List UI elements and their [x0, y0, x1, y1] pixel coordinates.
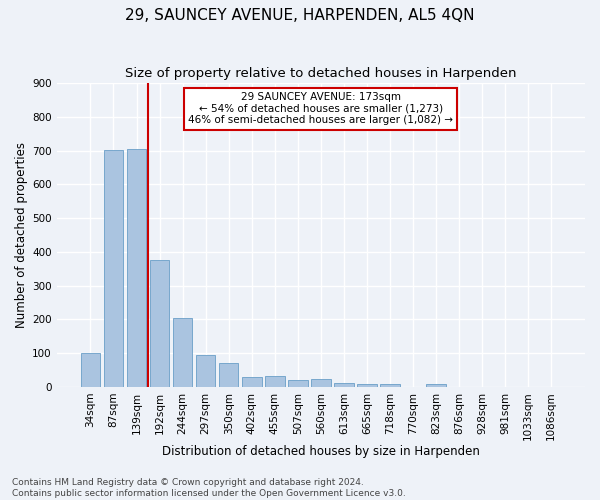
Bar [265, 376, 284, 387]
Text: 29, SAUNCEY AVENUE, HARPENDEN, AL5 4QN: 29, SAUNCEY AVENUE, HARPENDEN, AL5 4QN [125, 8, 475, 22]
Y-axis label: Number of detached properties: Number of detached properties [15, 142, 28, 328]
X-axis label: Distribution of detached houses by size in Harpenden: Distribution of detached houses by size … [162, 444, 480, 458]
Bar [426, 384, 446, 387]
Bar [80, 353, 100, 387]
Bar [357, 384, 377, 387]
Title: Size of property relative to detached houses in Harpenden: Size of property relative to detached ho… [125, 68, 517, 80]
Bar [288, 380, 308, 387]
Bar [334, 384, 353, 387]
Bar [196, 355, 215, 387]
Bar [219, 363, 238, 387]
Text: Contains HM Land Registry data © Crown copyright and database right 2024.
Contai: Contains HM Land Registry data © Crown c… [12, 478, 406, 498]
Bar [127, 148, 146, 387]
Text: 29 SAUNCEY AVENUE: 173sqm
← 54% of detached houses are smaller (1,273)
46% of se: 29 SAUNCEY AVENUE: 173sqm ← 54% of detac… [188, 92, 454, 126]
Bar [173, 318, 193, 387]
Bar [311, 380, 331, 387]
Bar [380, 384, 400, 387]
Bar [150, 260, 169, 387]
Bar [104, 150, 123, 387]
Bar [242, 377, 262, 387]
